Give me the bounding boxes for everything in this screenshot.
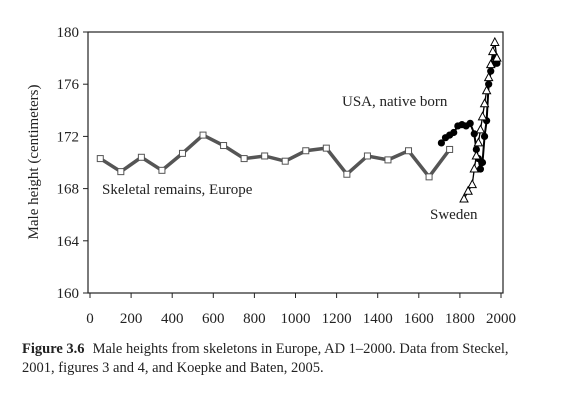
point: [158, 166, 166, 174]
point: [220, 142, 228, 150]
chart: Male height (centimeters) 160 164 168 172 17…: [26, 25, 516, 327]
point: [473, 137, 484, 147]
y-tick-label: 172: [57, 129, 80, 145]
point: [363, 152, 371, 160]
point: [467, 179, 478, 189]
y-tick-label: 180: [57, 25, 80, 41]
point: [261, 152, 269, 160]
point: [137, 153, 145, 161]
point: [466, 119, 474, 127]
point: [405, 147, 413, 155]
point: [477, 111, 488, 121]
point: [487, 46, 498, 56]
series-label: USA, native born: [342, 94, 448, 110]
caption-text: Male heights from skeletons in Europe, A…: [22, 341, 509, 376]
x-tick-label: 200: [120, 311, 143, 327]
point: [492, 52, 502, 62]
series-label: Sweden: [430, 207, 478, 223]
point: [446, 145, 454, 153]
point: [117, 168, 125, 176]
point: [469, 163, 480, 173]
x-tick-label: 1400: [363, 311, 393, 327]
y-axis-label: Male height (centimeters): [26, 85, 42, 240]
x-tick-label: 1600: [404, 311, 434, 327]
x-tick-label: 2000: [486, 311, 516, 327]
point: [463, 185, 473, 195]
y-tick-label: 176: [57, 77, 80, 93]
series-label: Skeletal remains, Europe: [102, 182, 253, 198]
point: [450, 128, 458, 137]
y-tick-label: 164: [57, 234, 80, 250]
point: [343, 170, 351, 178]
point: [459, 193, 469, 203]
point: [480, 132, 489, 140]
x-tick-label: 1200: [322, 311, 352, 327]
point: [476, 165, 485, 173]
y-tick-label: 168: [57, 182, 80, 198]
caption: Figure 3.6 Male heights from skeletons in…: [22, 340, 542, 378]
point: [178, 149, 186, 157]
point: [479, 98, 490, 108]
x-tick-label: 1800: [445, 311, 475, 327]
point: [322, 144, 330, 152]
y-tick-label: 160: [57, 286, 80, 302]
point: [490, 36, 500, 46]
point: [302, 147, 310, 155]
point: [437, 139, 446, 147]
point: [199, 131, 207, 139]
point: [240, 155, 248, 163]
point: [471, 150, 482, 160]
x-tick-label: 0: [86, 311, 94, 327]
point: [481, 85, 492, 95]
point: [475, 124, 486, 134]
x-tick-label: 600: [202, 311, 225, 327]
series-line: [99, 132, 452, 180]
point: [483, 72, 494, 82]
point: [425, 173, 433, 181]
x-tick-label: 800: [243, 311, 266, 327]
point: [384, 156, 392, 164]
x-tick-label: 400: [161, 311, 184, 327]
caption-label: Figure 3.6: [22, 341, 85, 357]
x-tick-label: 1000: [281, 311, 311, 327]
point: [470, 130, 478, 138]
point: [281, 157, 289, 165]
point: [478, 158, 487, 167]
point: [485, 59, 496, 69]
point: [96, 155, 104, 163]
